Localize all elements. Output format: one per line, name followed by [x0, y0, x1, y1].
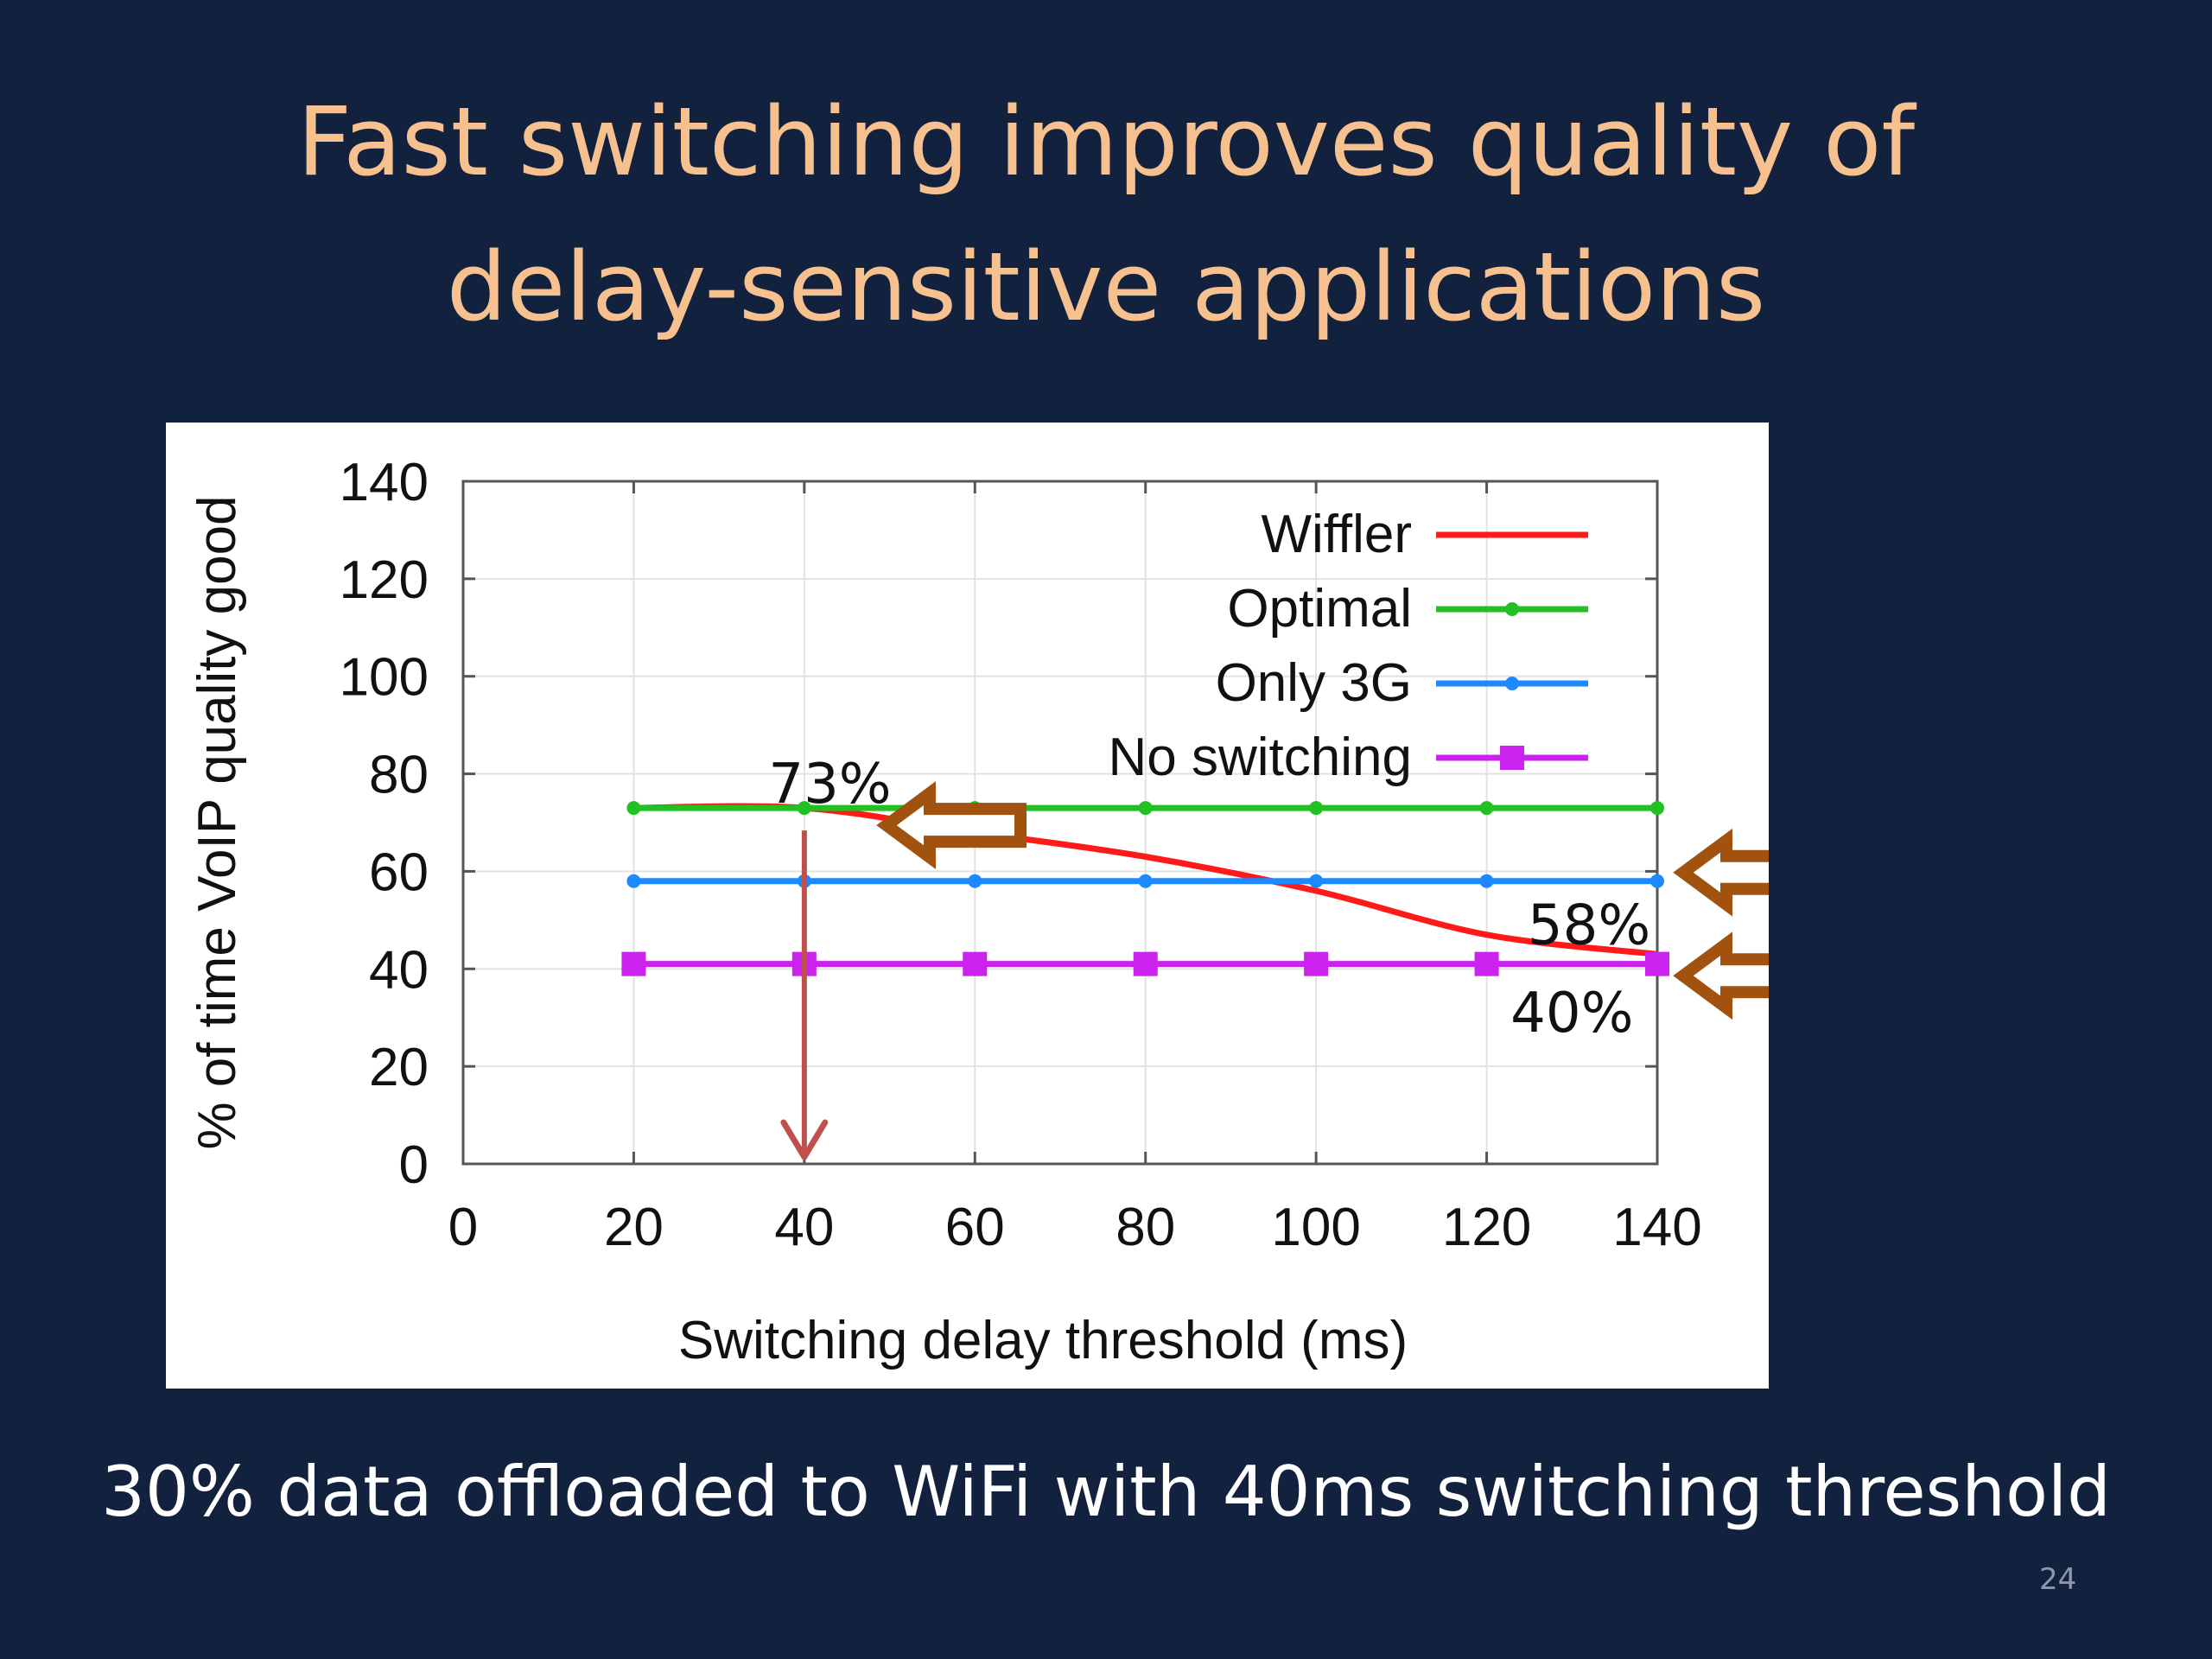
y-tick-label-60: 60 [369, 842, 429, 902]
legend-label-no-switching: No switching [1109, 728, 1412, 787]
legend-marker-optimal [1505, 602, 1519, 616]
block-arrow-73 [876, 781, 1027, 869]
legend-marker-only-3g [1505, 677, 1519, 690]
page-number: 24 [2039, 1562, 2077, 1597]
series-point-only-3g-140 [1650, 874, 1664, 888]
series-point-only-3g-20 [626, 874, 641, 888]
series-point-no-switching-60 [963, 951, 988, 976]
y-tick-label-120: 120 [340, 550, 429, 610]
y-tick-label-80: 80 [369, 746, 429, 805]
y-tick-label-0: 0 [399, 1135, 429, 1195]
series-point-no-switching-120 [1474, 951, 1499, 976]
x-tick-label-20: 20 [604, 1198, 664, 1257]
series-point-no-switching-100 [1304, 951, 1329, 976]
legend-label-wiffler: Wiffler [1261, 505, 1412, 564]
block-arrow-40 [1673, 931, 1769, 1020]
y-tick-label-20: 20 [369, 1038, 429, 1097]
series-point-no-switching-140 [1645, 951, 1669, 976]
series-point-optimal-100 [1309, 801, 1324, 816]
plot-frame [461, 480, 1659, 1166]
y-tick-label-140: 140 [340, 453, 429, 512]
series-point-optimal-40 [797, 801, 811, 816]
y-tick-label-100: 100 [340, 648, 429, 708]
series-point-no-switching-20 [621, 951, 646, 976]
x-tick-label-100: 100 [1271, 1198, 1360, 1257]
chart-panel: 0 20 40 60 80 100 120 140 0 20 40 60 80 100 120 140 Swit… [166, 423, 1769, 1389]
voip-quality-chart: 0 20 40 60 80 100 120 140 0 20 40 60 80 100 120 140 Swit… [188, 453, 1769, 1370]
legend-marker-no-switching [1500, 746, 1524, 770]
x-tick-label-80: 80 [1116, 1198, 1175, 1257]
series-point-only-3g-80 [1138, 874, 1153, 888]
bottom-caption: 30% data offloaded to WiFi with 40ms swi… [101, 1452, 2111, 1532]
x-tick-label-120: 120 [1442, 1198, 1531, 1257]
annotation-40-percent: 40% [1510, 982, 1633, 1046]
block-arrow-58 [1673, 828, 1769, 917]
series-point-optimal-140 [1650, 801, 1664, 816]
legend-label-optimal: Optimal [1227, 579, 1412, 639]
y-axis-label: % of time VoIP quality good [188, 495, 247, 1149]
pointer-arrow-head [780, 1119, 829, 1160]
x-tick-label-40: 40 [774, 1198, 834, 1257]
x-axis-label: Switching delay threshold (ms) [678, 1311, 1408, 1370]
slide-title-line2: delay-sensitive applications [446, 232, 1766, 342]
y-tick-label-40: 40 [369, 940, 429, 1000]
series-point-only-3g-100 [1309, 874, 1324, 888]
series-point-optimal-120 [1479, 801, 1494, 816]
annotation-58-percent: 58% [1528, 894, 1650, 958]
series-point-no-switching-80 [1133, 951, 1158, 976]
series-point-only-3g-60 [968, 874, 982, 888]
x-tick-label-0: 0 [448, 1198, 478, 1257]
legend-label-only-3g: Only 3G [1216, 653, 1412, 713]
series-point-only-3g-120 [1479, 874, 1494, 888]
slide-title-line1: Fast switching improves quality of [296, 86, 1916, 197]
series-point-optimal-80 [1138, 801, 1153, 816]
annotation-73-percent: 73% [768, 753, 891, 817]
slide-title: Fast switching improves quality of delay… [0, 69, 2212, 359]
x-tick-label-140: 140 [1612, 1198, 1701, 1257]
series-point-optimal-20 [626, 801, 641, 816]
x-tick-label-60: 60 [945, 1198, 1005, 1257]
